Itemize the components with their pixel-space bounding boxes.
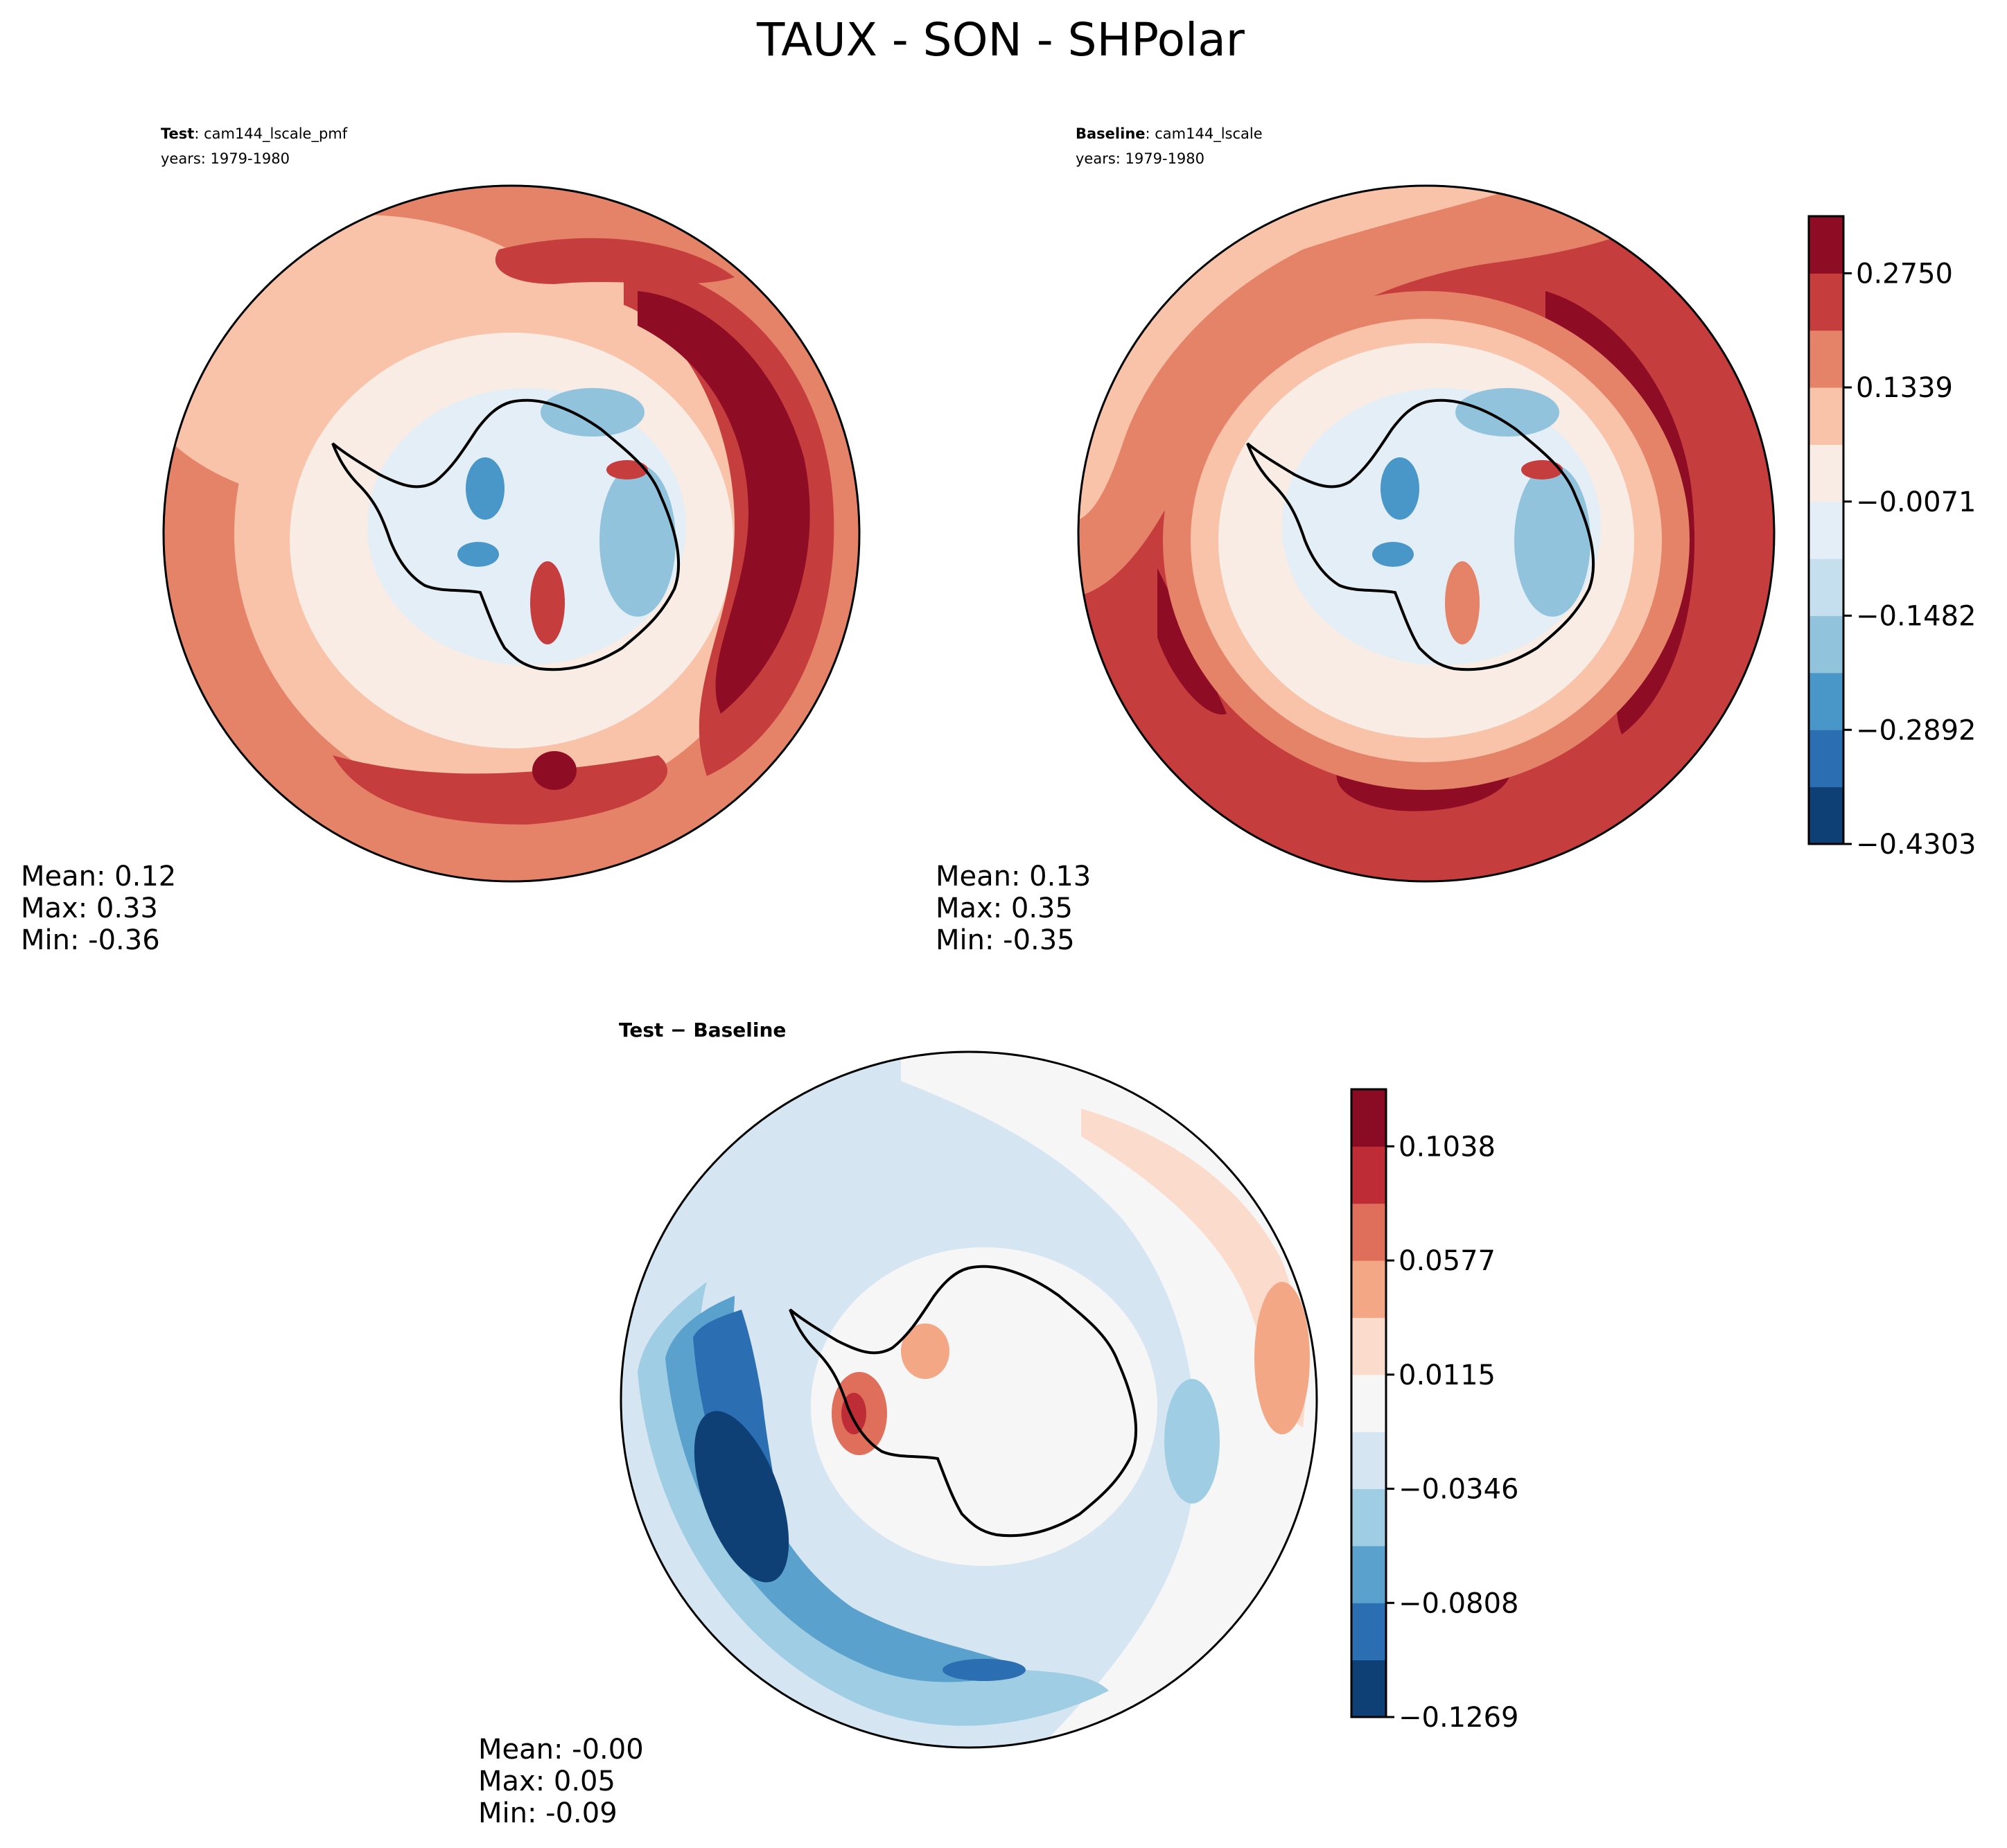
diff-field-ross-positive — [901, 1323, 949, 1379]
diff-field-polar-neutral — [811, 1247, 1157, 1566]
main-colorbar-level-3 — [1809, 615, 1843, 674]
diff-colorbar-frame — [1350, 1088, 1387, 1718]
main-colorbar-tick-label: −0.2892 — [1856, 714, 1976, 746]
main-colorbar-level-2 — [1809, 672, 1843, 730]
main-colorbar-level-7 — [1809, 387, 1843, 445]
main-colorbar-tick-label: −0.4303 — [1856, 829, 1976, 861]
test-field-polar-low — [367, 388, 686, 665]
diff-max-stat: Max: 0.05 — [478, 1766, 615, 1797]
main-colorbar-level-8 — [1809, 330, 1843, 388]
baseline-map — [1078, 186, 1774, 881]
test-min-stat: Min: -0.36 — [21, 924, 160, 956]
diff-panel: Test − Baseline Mean: -0.00 Max: 0.05 — [478, 1019, 1318, 1829]
main-colorbar: 0.2750 0.1339 −0.0071 −0.1482 −0.2892 −0.4303 — [1807, 215, 1976, 861]
baseline-field-easterly-4 — [1372, 542, 1414, 567]
test-field-local-max — [606, 460, 648, 479]
test-field-easterly-2 — [541, 388, 645, 437]
diff-colorbar-tick-label: −0.0808 — [1399, 1587, 1518, 1619]
baseline-panel: Baseline: cam144_lscale years: 1979-1980 — [936, 125, 1776, 956]
baseline-field-easterly-1 — [1514, 464, 1590, 617]
main-colorbar-level-10 — [1809, 216, 1843, 274]
baseline-min-stat: Min: -0.35 — [936, 924, 1075, 956]
diff-colorbar-level-9 — [1351, 1146, 1386, 1204]
test-panel-label: Test — [161, 125, 194, 142]
diff-field-east-positive — [1254, 1282, 1310, 1434]
baseline-field-easterly-3 — [1381, 457, 1419, 520]
baseline-field-polar-low — [1282, 388, 1601, 665]
test-field-easterly-3 — [466, 457, 505, 520]
test-panel-years: years: 1979-1980 — [161, 150, 290, 167]
diff-colorbar-level-1 — [1351, 1603, 1386, 1661]
diff-colorbar-tick-label: 0.0577 — [1399, 1245, 1496, 1277]
baseline-panel-case: : cam144_lscale — [1146, 125, 1263, 143]
diff-mean-stat: Mean: -0.00 — [478, 1734, 644, 1766]
baseline-panel-years: years: 1979-1980 — [1076, 150, 1204, 167]
test-max-stat: Max: 0.33 — [21, 892, 158, 924]
baseline-panel-label: Baseline — [1076, 125, 1146, 142]
baseline-field-easterly-2 — [1455, 388, 1559, 437]
diff-colorbar-level-8 — [1351, 1203, 1386, 1261]
test-field-jet-north — [495, 238, 735, 284]
main-colorbar-level-4 — [1809, 558, 1843, 617]
test-map-boundary — [162, 184, 861, 883]
diff-min-stat: Min: -0.09 — [478, 1797, 617, 1829]
diff-colorbar-level-6 — [1351, 1317, 1386, 1375]
main-colorbar-level-6 — [1809, 444, 1843, 502]
test-panel: Test: cam144_lscale_pmf years: 1979-1980 — [21, 125, 861, 956]
test-field-jet-south — [333, 755, 668, 825]
diff-map-boundary — [620, 1050, 1318, 1749]
diff-colorbar-tick-label: 0.0115 — [1399, 1359, 1496, 1391]
main-colorbar-tick-label: −0.1482 — [1856, 601, 1976, 633]
main-colorbar-level-5 — [1809, 501, 1843, 559]
test-field-jet-south-core — [532, 751, 577, 790]
svg-text:Baseline: cam144_lscale: Baseline: cam144_lscale — [1076, 125, 1263, 143]
diff-field-southwest-minimum — [694, 1411, 789, 1583]
test-field-jet-east — [624, 263, 834, 776]
diff-colorbar-level-4 — [1351, 1432, 1386, 1490]
main-colorbar-tick-label: 0.2750 — [1856, 258, 1953, 290]
diff-colorbar-level-7 — [1351, 1260, 1386, 1318]
main-colorbar-tick-label: −0.0071 — [1856, 486, 1976, 518]
test-map — [164, 186, 859, 881]
main-colorbar-level-1 — [1809, 730, 1843, 788]
baseline-field-local-max — [1521, 460, 1563, 479]
diff-colorbar-level-3 — [1351, 1488, 1386, 1547]
main-colorbar-level-9 — [1809, 273, 1843, 331]
diff-colorbar-level-5 — [1351, 1374, 1386, 1432]
test-panel-case: : cam144_lscale_pmf — [194, 125, 347, 143]
diff-field-southwest-negative-band — [638, 1282, 1109, 1726]
diff-panel-title: Test − Baseline — [619, 1019, 786, 1041]
diff-map — [621, 1052, 1317, 1748]
baseline-mean-stat: Mean: 0.13 — [936, 861, 1091, 892]
svg-text:Test: cam144_lscale_pmf: Test: cam144_lscale_pmf — [161, 125, 348, 143]
diff-colorbar-level-2 — [1351, 1545, 1386, 1603]
diff-colorbar-tick-label: 0.1038 — [1399, 1131, 1496, 1163]
main-colorbar-tick-label: 0.1339 — [1856, 372, 1953, 404]
main-colorbar-level-0 — [1809, 786, 1843, 845]
test-field-easterly-1 — [599, 464, 676, 617]
diff-colorbar-level-10 — [1351, 1089, 1386, 1147]
test-field-easterly-4 — [457, 542, 499, 567]
main-colorbar-frame — [1807, 215, 1845, 845]
diff-field-east-negative — [1164, 1379, 1220, 1504]
test-field-jet-east-core — [638, 291, 810, 714]
test-field-peninsula-max — [530, 561, 565, 644]
diff-colorbar-level-0 — [1351, 1660, 1386, 1718]
baseline-field-peninsula-max — [1445, 561, 1480, 644]
diff-field-south-minimum — [943, 1659, 1026, 1681]
diff-colorbar: 0.1038 0.0577 0.0115 −0.0346 −0.0808 −0.1269 — [1350, 1088, 1518, 1734]
baseline-map-boundary — [1077, 184, 1776, 883]
diff-colorbar-tick-label: −0.0346 — [1399, 1474, 1518, 1506]
test-mean-stat: Mean: 0.12 — [21, 861, 176, 892]
baseline-max-stat: Max: 0.35 — [936, 892, 1073, 924]
diff-colorbar-tick-label: −0.1269 — [1399, 1702, 1518, 1734]
figure-title: TAUX - SON - SHPolar — [756, 13, 1245, 67]
